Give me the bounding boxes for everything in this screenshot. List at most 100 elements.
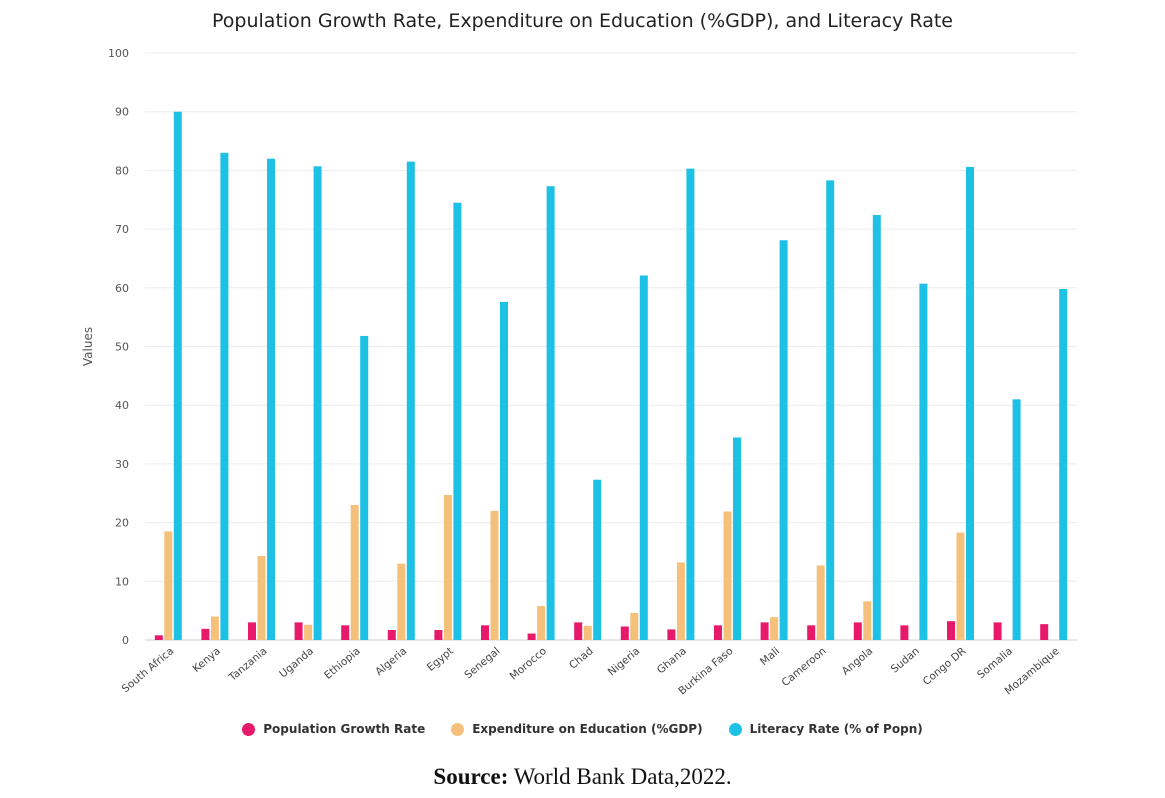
- x-tick-label: South Africa: [120, 645, 177, 695]
- y-tick-label-60: 60: [115, 282, 129, 295]
- bar-mali-series-2: [779, 240, 788, 641]
- bar-angola-series-0: [853, 622, 862, 640]
- bar-nigeria-series-0: [620, 626, 629, 640]
- bar-south-africa-series-1: [164, 531, 173, 640]
- bar-congo-dr-series-0: [947, 621, 955, 640]
- bar-morocco-series-0: [527, 633, 536, 640]
- x-tick-label: Cameroon: [780, 645, 829, 689]
- y-tick-label-10: 10: [115, 575, 129, 588]
- bar-senegal-series-0: [481, 625, 489, 640]
- legend-label: Population Growth Rate: [263, 722, 426, 736]
- x-tick-label: Nigeria: [606, 645, 642, 678]
- x-tick-label: Algeria: [373, 645, 409, 678]
- bar-sudan-series-2: [919, 283, 928, 640]
- bar-burkina-faso-series-0: [714, 625, 722, 640]
- bar-cameroon-series-0: [807, 625, 816, 640]
- legend-item-0: Population Growth Rate: [242, 722, 425, 736]
- bar-chad-series-2: [593, 479, 602, 640]
- legend: Population Growth Rate Expenditure on Edu…: [0, 722, 1165, 736]
- bar-uganda-series-1: [304, 624, 313, 640]
- bar-sudan-series-0: [900, 625, 909, 640]
- legend-swatch: [451, 722, 465, 736]
- bar-somalia-series-0: [993, 622, 1002, 640]
- bar-nigeria-series-1: [630, 612, 639, 640]
- bar-egypt-series-0: [434, 630, 443, 640]
- y-tick-label-80: 80: [115, 164, 129, 177]
- legend-label: Expenditure on Education (%GDP): [472, 722, 703, 736]
- x-tick-label: Egypt: [425, 645, 456, 674]
- bar-kenya-series-1: [210, 616, 219, 640]
- bar-burkina-faso-series-2: [733, 437, 741, 640]
- legend-item-1: Expenditure on Education (%GDP): [451, 722, 703, 736]
- bar-morocco-series-2: [546, 186, 555, 640]
- x-tick-label: Somalia: [975, 645, 1015, 681]
- x-tick-label: Angola: [840, 645, 876, 678]
- bar-angola-series-2: [872, 215, 881, 640]
- legend-swatch: [242, 722, 256, 736]
- bar-algeria-series-0: [387, 630, 396, 640]
- bar-somalia-series-2: [1012, 399, 1021, 640]
- y-tick-label-0: 0: [122, 634, 129, 647]
- x-tick-label: Mali: [758, 645, 782, 668]
- x-tick-label: Ethiopia: [322, 645, 362, 682]
- bar-chart: 0 10 20 30 40 50 60 70 80 90 100 Values South Africa…: [81, 47, 1077, 697]
- y-tick-label-90: 90: [115, 106, 129, 119]
- legend-label: Literacy Rate (% of Popn): [749, 722, 923, 736]
- source-text: World Bank Data,2022.: [508, 764, 732, 789]
- x-tick-label: Tanzania: [226, 645, 270, 684]
- x-tick-label: Senegal: [462, 645, 502, 681]
- bar-egypt-series-1: [443, 495, 452, 640]
- bar-mozambique-series-2: [1059, 288, 1068, 640]
- bar-ghana-series-0: [667, 629, 676, 640]
- source-note: Source: World Bank Data,2022.: [0, 764, 1165, 790]
- bar-algeria-series-2: [406, 161, 415, 640]
- bar-ghana-series-1: [676, 562, 685, 640]
- bar-tanzania-series-1: [257, 556, 266, 640]
- bar-uganda-series-0: [294, 622, 303, 640]
- x-tick-label: Sudan: [889, 645, 922, 675]
- bar-ethiopia-series-0: [341, 625, 350, 640]
- bar-mozambique-series-0: [1040, 624, 1049, 640]
- bar-algeria-series-1: [397, 563, 406, 640]
- bar-nigeria-series-2: [639, 275, 648, 640]
- bar-burkina-faso-series-1: [723, 511, 732, 640]
- bar-ethiopia-series-2: [360, 335, 369, 640]
- x-tick-label: Morocco: [508, 645, 549, 682]
- x-tick-label: Uganda: [277, 645, 316, 680]
- bar-morocco-series-1: [537, 605, 546, 640]
- bar-ethiopia-series-1: [350, 504, 359, 640]
- y-tick-label-70: 70: [115, 223, 129, 236]
- x-tick-label: Kenya: [190, 645, 222, 675]
- bar-egypt-series-2: [453, 202, 462, 640]
- bar-chad-series-0: [574, 622, 583, 640]
- y-tick-label-100: 100: [108, 47, 129, 60]
- bar-south-africa-series-0: [154, 635, 163, 640]
- bar-cameroon-series-2: [826, 180, 835, 640]
- bar-cameroon-series-1: [816, 565, 825, 640]
- bar-senegal-series-2: [500, 301, 508, 640]
- x-tick-label: Ghana: [655, 645, 689, 676]
- bar-mali-series-1: [770, 617, 779, 640]
- y-tick-label-50: 50: [115, 341, 129, 354]
- y-tick-label-30: 30: [115, 458, 129, 471]
- y-tick-label-40: 40: [115, 399, 129, 412]
- x-tick-label: Congo DR: [921, 645, 969, 688]
- bar-kenya-series-0: [201, 628, 210, 640]
- legend-item-2: Literacy Rate (% of Popn): [728, 722, 923, 736]
- bar-ghana-series-2: [686, 168, 695, 640]
- bar-south-africa-series-2: [173, 111, 182, 640]
- chart-title: Population Growth Rate, Expenditure on E…: [212, 10, 953, 32]
- legend-swatch: [728, 722, 742, 736]
- y-tick-label-20: 20: [115, 517, 129, 530]
- bar-mali-series-0: [760, 622, 769, 640]
- bar-congo-dr-series-2: [966, 166, 974, 641]
- bar-kenya-series-2: [220, 152, 229, 641]
- bar-congo-dr-series-1: [956, 532, 965, 640]
- source-label: Source:: [433, 764, 509, 789]
- x-tick-label: Chad: [567, 645, 595, 672]
- y-axis-label: Values: [81, 327, 95, 366]
- bar-chad-series-1: [583, 625, 592, 640]
- bar-tanzania-series-0: [248, 622, 256, 640]
- bar-uganda-series-2: [313, 166, 322, 640]
- bar-angola-series-1: [863, 601, 872, 640]
